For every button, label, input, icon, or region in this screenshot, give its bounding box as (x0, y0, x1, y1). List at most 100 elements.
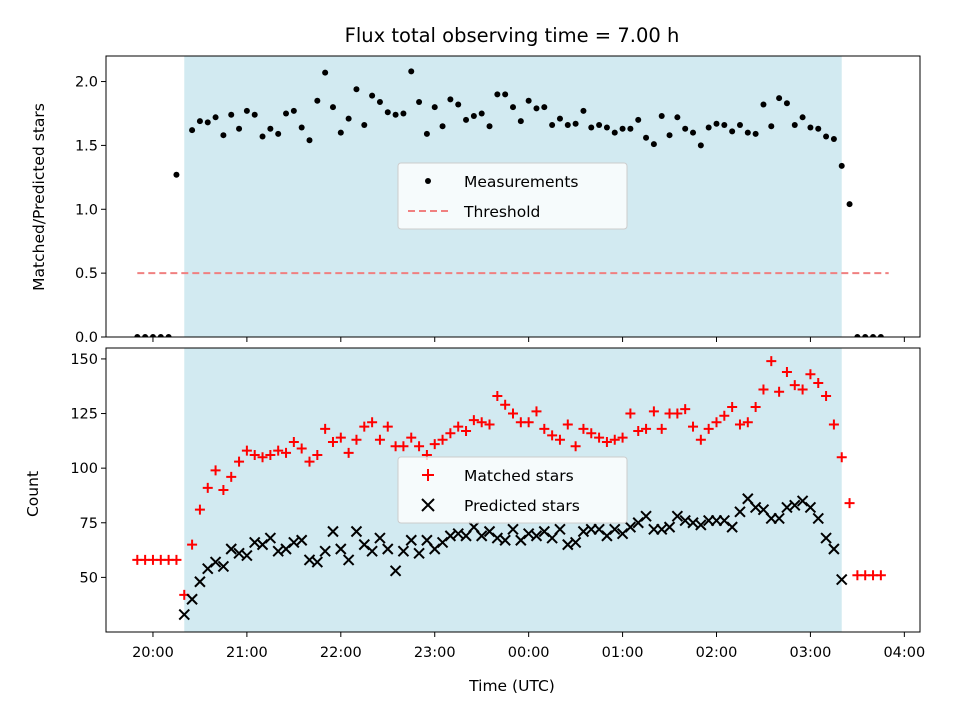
predicted-stars-point (342, 554, 355, 566)
measurement-point (799, 114, 806, 121)
matched-stars-point (320, 423, 331, 434)
matched-stars-point (586, 428, 597, 439)
matched-stars-point (343, 447, 354, 458)
matched-stars-point (797, 384, 808, 395)
x-tick-label: 22:00 (320, 645, 362, 661)
matched-stars-point (648, 406, 659, 417)
y-tick-label: 100 (70, 461, 98, 477)
measurement-point (713, 120, 720, 127)
measurement-point (807, 124, 814, 131)
predicted-stars-point (726, 521, 738, 533)
matched-stars-point (844, 498, 855, 509)
predicted-stars-point (217, 560, 230, 573)
matched-stars-point (453, 421, 464, 432)
matched-stars-point (641, 423, 652, 434)
measurement-point (846, 201, 853, 208)
predicted-stars-point (444, 530, 457, 542)
predicted-stars-point (812, 512, 824, 525)
predicted-stars-point (734, 506, 746, 518)
measurement-point (439, 123, 446, 130)
predicted-stars-point (264, 532, 277, 544)
y-tick-label: 125 (70, 407, 98, 423)
matched-stars-point (727, 401, 738, 412)
matched-stars-point (288, 436, 299, 447)
x-tick-label: 03:00 (790, 645, 832, 661)
measurement-point (502, 91, 509, 98)
measurement-point (369, 92, 376, 99)
predicted-stars-point (350, 525, 363, 538)
measurement-point (643, 134, 650, 141)
axes-frame (105, 347, 921, 633)
matched-stars-point (609, 434, 620, 445)
matched-stars-point (335, 432, 346, 443)
measurement-point (345, 115, 352, 122)
predicted-stars-point (554, 523, 566, 536)
matched-stars-point (281, 447, 292, 458)
matched-stars-point (695, 434, 706, 445)
measurement-point (486, 123, 493, 130)
y-tick-label: 0.0 (75, 330, 98, 346)
measurement-point (329, 104, 336, 111)
plot-area (134, 68, 889, 337)
measurement-point (658, 113, 665, 120)
measurement-point (619, 125, 626, 132)
matched-stars-point (257, 452, 268, 463)
y-tick-label: 2.0 (75, 75, 98, 91)
matched-stars-point (828, 419, 839, 430)
matched-stars-point (813, 377, 824, 388)
measurement-point (588, 124, 595, 131)
predicted-stars-point (530, 530, 543, 542)
legend-swatch-matched (422, 469, 434, 481)
matched-stars-point (594, 432, 605, 443)
predicted-stars-point (327, 525, 339, 538)
y-tick-label: 75 (80, 516, 98, 532)
y-tick-label: 150 (70, 352, 98, 368)
legend-swatch-measurements (425, 178, 431, 184)
measurement-point (494, 91, 501, 98)
measurement-point (173, 171, 180, 178)
predicted-stars-point (789, 499, 801, 511)
matched-stars-point (625, 408, 636, 419)
matched-stars-point (578, 423, 589, 434)
measurement-point (823, 133, 830, 140)
predicted-stars-point (781, 501, 793, 514)
predicted-stars-point (773, 512, 785, 525)
matched-stars-point (445, 428, 456, 439)
matched-stars-point (500, 399, 511, 410)
predicted-stars-point (624, 521, 637, 533)
measurement-point (564, 121, 571, 128)
measurement-point (556, 115, 563, 122)
measurement-point (650, 141, 657, 148)
legend-label: Matched stars (464, 467, 574, 485)
matched-stars-point (633, 426, 644, 437)
measurement-point (596, 121, 603, 128)
predicted-stars-point (194, 576, 206, 588)
measurement-point (541, 104, 548, 111)
panel-count: 50 75 100 125 150 20:00 21:00 22:00 23:00 00:00 01… (70, 347, 925, 661)
panel-ratio: 0.0 0.5 1.0 1.5 2.0 Measurements Threshold (75, 55, 921, 346)
measurement-point (791, 121, 798, 128)
measurement-point (760, 101, 767, 108)
matched-stars-point (570, 441, 581, 452)
matched-stars-point (359, 421, 370, 432)
predicted-stars-point (335, 543, 347, 555)
predicted-stars-point (569, 536, 582, 549)
matched-stars-point (531, 406, 542, 417)
matched-stars-point (210, 465, 221, 476)
predicted-stars-point (695, 519, 707, 531)
measurement-point (478, 110, 485, 117)
measurement-point (134, 334, 141, 337)
predicted-stars-point (452, 527, 464, 540)
matched-stars-point (351, 434, 362, 445)
measurement-point (549, 121, 556, 128)
matched-stars-point (241, 445, 252, 456)
matched-stars-point (202, 482, 213, 493)
matched-stars-point (265, 450, 276, 461)
matched-stars-point (273, 445, 284, 456)
measurement-point (838, 162, 845, 169)
measurement-point (776, 95, 783, 102)
measurement-point (533, 105, 540, 112)
predicted-stars-point (319, 545, 331, 557)
matched-stars-point (601, 436, 612, 447)
x-tick-label: 20:00 (132, 645, 174, 661)
